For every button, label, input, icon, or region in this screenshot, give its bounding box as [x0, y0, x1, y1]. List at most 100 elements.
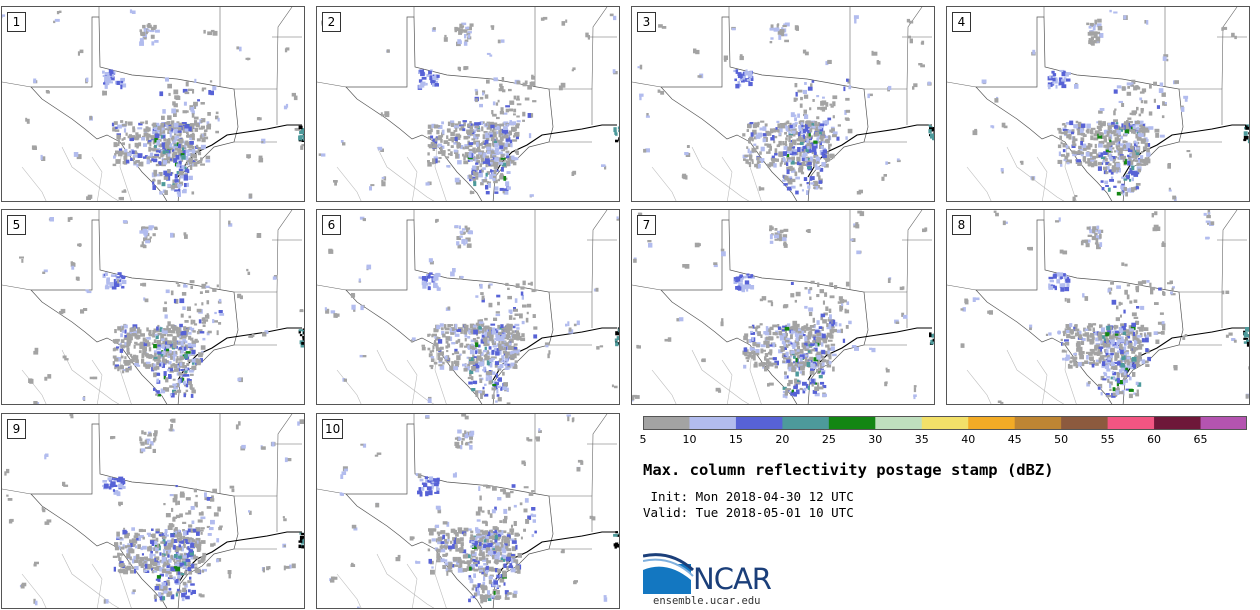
echo-cell: [124, 356, 127, 360]
echo-cell: [497, 385, 501, 389]
echo-cell: [1125, 388, 1131, 391]
echo-cell: [1129, 112, 1134, 115]
mexico-border: [21, 166, 47, 201]
echo-cell: [765, 326, 769, 331]
echo-cell: [475, 350, 478, 355]
echo-cell: [765, 130, 769, 134]
echo-cell: [184, 354, 188, 359]
echo-cell: [1164, 55, 1168, 58]
echo-cell: [1095, 337, 1100, 342]
echo-cell: [151, 342, 154, 345]
echo-cell: [159, 143, 163, 148]
echo-cell: [173, 145, 179, 148]
echo-cell: [176, 163, 180, 168]
echo-cell: [150, 34, 155, 39]
echo-cell: [816, 294, 820, 298]
echo-cell: [771, 226, 774, 230]
echo-cell: [772, 135, 775, 140]
echo-cell: [1249, 134, 1250, 137]
member-label: 3: [637, 12, 656, 32]
echo-cell: [766, 328, 771, 332]
echo-cell: [920, 42, 924, 45]
echo-cell: [1093, 160, 1098, 165]
echo-cell: [124, 148, 128, 153]
echo-cell: [1070, 335, 1076, 339]
echo-cell: [475, 392, 479, 397]
echo-cell: [71, 265, 75, 270]
echo-cell: [447, 343, 451, 348]
echo-cell: [1119, 343, 1123, 349]
echo-cell: [812, 390, 817, 394]
echo-cell: [491, 356, 497, 359]
echo-cell: [480, 154, 484, 160]
state-border: [906, 7, 923, 90]
echo-cell: [165, 143, 170, 149]
echo-cell: [120, 364, 123, 368]
echo-cell: [1107, 330, 1111, 334]
echo-cell: [1116, 341, 1120, 346]
echo-cell: [1101, 335, 1105, 339]
echo-cell: [788, 133, 793, 136]
echo-cell: [482, 161, 488, 164]
state-border: [234, 88, 278, 125]
echo-cell: [161, 350, 164, 353]
echo-cell: [463, 41, 468, 46]
echo-cell: [193, 319, 196, 324]
echo-cell: [161, 182, 166, 187]
echo-cell: [1138, 113, 1142, 117]
echo-cell: [1120, 353, 1124, 357]
echo-cell: [811, 123, 815, 126]
echo-cell: [190, 285, 193, 289]
echo-cell: [147, 127, 151, 132]
echo-cell: [272, 276, 277, 280]
echo-cell: [181, 155, 186, 160]
echo-cell: [576, 320, 580, 326]
echo-cell: [497, 99, 500, 103]
echo-cell: [801, 370, 805, 376]
echo-cell: [928, 124, 931, 127]
echo-cell: [430, 366, 434, 370]
echo-cell: [739, 274, 743, 278]
echo-cell: [772, 331, 777, 336]
echo-cell: [522, 82, 527, 87]
echo-cell: [445, 345, 449, 349]
echo-cell: [477, 201, 480, 202]
echo-cell: [183, 326, 187, 331]
echo-cell: [774, 365, 778, 369]
echo-cell: [667, 337, 672, 342]
echo-cell: [156, 129, 160, 133]
echo-cell: [1133, 331, 1136, 336]
echo-cell: [167, 141, 171, 145]
echo-cell: [823, 350, 829, 355]
echo-cell: [146, 327, 149, 332]
echo-cell: [427, 124, 432, 129]
echo-cell: [816, 157, 820, 163]
echo-cell: [162, 150, 166, 154]
echo-cell: [1124, 344, 1127, 347]
echo-cell: [510, 332, 513, 335]
echo-cell: [104, 72, 110, 76]
echo-cell: [1100, 156, 1105, 160]
echo-cell: [185, 351, 191, 354]
echo-cell: [451, 361, 454, 366]
echo-cell: [492, 155, 497, 158]
echo-cell: [747, 125, 752, 129]
echo-cell: [516, 115, 520, 118]
echo-cell: [1168, 189, 1172, 192]
echo-cell: [777, 123, 781, 129]
echo-cell: [1059, 135, 1062, 141]
echo-cell: [774, 228, 778, 231]
echo-cell: [178, 327, 181, 332]
echo-cell: [459, 127, 464, 131]
echo-cell: [456, 27, 461, 32]
echo-cell: [196, 308, 202, 313]
echo-cell: [1131, 331, 1134, 336]
echo-cell: [1125, 175, 1130, 180]
echo-cell: [807, 333, 810, 339]
echo-cell: [190, 133, 195, 138]
echo-cell: [794, 361, 797, 365]
echo-cell: [467, 26, 472, 31]
echo-cell: [814, 182, 819, 186]
echo-cell: [513, 157, 519, 161]
echo-cell: [786, 169, 790, 175]
